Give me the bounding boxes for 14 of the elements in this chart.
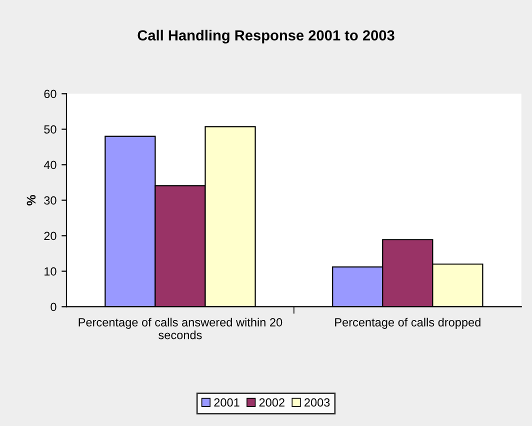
legend-label: 2003 [304,398,330,407]
y-tick-label: 0 [50,302,56,312]
legend-label: 2002 [259,398,284,407]
y-tick-label: 20 [44,232,56,240]
y-tick-label: 50 [44,125,56,134]
x-tick-label: Percentage of calls dropped [335,318,480,329]
legend-label: 2001 [214,398,240,407]
chart-title: Call Handling Response 2001 to 2003 [138,30,394,44]
y-tick-label: 30 [44,196,56,205]
y-tick-label: 60 [44,90,56,98]
y-axis-title: % [26,194,36,206]
y-tick-label: 40 [44,160,56,170]
y-tick-label: 10 [44,267,56,276]
x-tick-label: Percentage of calls answered within 20 seconds [78,318,282,340]
